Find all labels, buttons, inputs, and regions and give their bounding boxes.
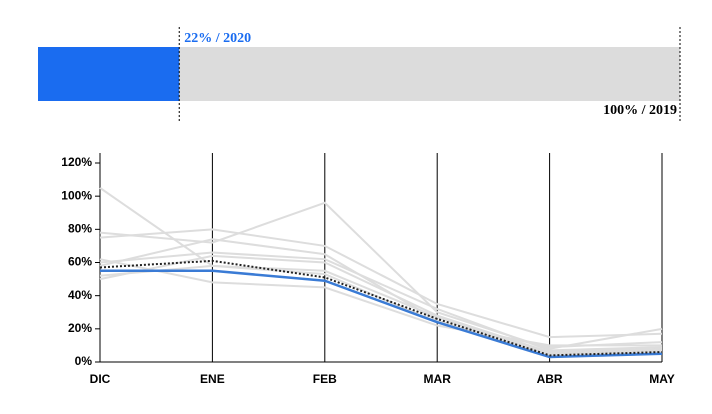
series-line (99, 251, 663, 352)
x-tick-label: ENE (200, 372, 225, 386)
y-tick-label: 40% (68, 288, 92, 302)
y-tick-label: 20% (68, 321, 92, 335)
x-tick-label: ABR (537, 372, 563, 386)
series-line (99, 264, 663, 349)
bar-current (38, 47, 180, 101)
series-line (99, 238, 663, 357)
series-line (100, 269, 663, 359)
x-tick-label: MAR (424, 372, 452, 386)
value-label: 100% / 2019 (603, 103, 677, 118)
y-tick-label: 80% (68, 222, 92, 236)
series-line (99, 254, 663, 354)
x-tick-label: MAY (649, 372, 675, 386)
y-tick-label: 60% (68, 255, 92, 269)
series-line (99, 259, 663, 357)
y-tick-label: 120% (61, 155, 92, 169)
y-tick-label: 100% (61, 188, 92, 202)
series-line (99, 228, 663, 339)
x-tick-label: FEB (313, 372, 337, 386)
y-tick-label: 0% (75, 354, 93, 368)
series-line (99, 187, 663, 355)
value-label: 22% / 2020 (184, 31, 251, 46)
x-tick-label: DIC (90, 372, 111, 386)
